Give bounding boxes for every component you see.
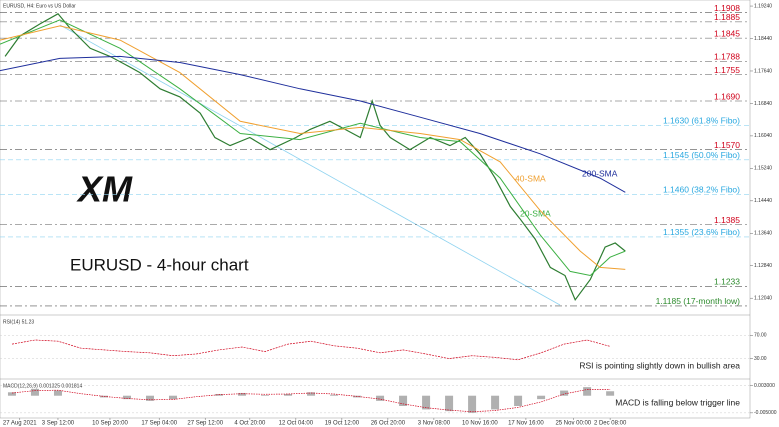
x-tick-label: 27 Aug 2021 xyxy=(3,421,37,427)
y-tick-label: -0.005000 xyxy=(754,410,777,416)
histogram-bar xyxy=(238,392,247,396)
histogram-bar xyxy=(422,395,431,410)
histogram-bar xyxy=(514,395,523,406)
y-tick-label: 1.14440 xyxy=(754,198,772,204)
series-line xyxy=(4,13,626,302)
series-line xyxy=(11,339,611,361)
series-label: 20-SMA xyxy=(520,208,551,218)
histogram-bar xyxy=(122,395,131,400)
x-tick-label: 19 Oct 12:00 xyxy=(325,421,360,427)
level-label: 1.1845 xyxy=(714,28,740,38)
series-line xyxy=(11,389,611,413)
rsi-annotation: RSI is pointing slightly down in bullish… xyxy=(579,360,740,370)
histogram-bar xyxy=(399,395,408,406)
y-tick-label: 1.16840 xyxy=(754,101,772,107)
histogram-bar xyxy=(468,395,477,413)
level-label: 1.1545 (50.0% Fibo) xyxy=(663,150,740,160)
level-label: 1.1233 xyxy=(714,277,740,287)
level-label: 1.1690 xyxy=(714,91,740,101)
level-label: 1.1185 (17-month low) xyxy=(656,296,741,306)
x-tick-label: 12 Oct 04:00 xyxy=(279,421,314,427)
histogram-bar xyxy=(330,394,339,396)
y-tick-label: 0.003000 xyxy=(754,383,775,389)
histogram-bar xyxy=(491,395,500,410)
histogram-bar xyxy=(284,394,293,396)
level-label: 1.1630 (61.8% Fibo) xyxy=(663,116,740,126)
histogram-bar xyxy=(7,392,16,396)
y-tick-label: 1.12040 xyxy=(754,296,772,302)
y-tick-label: 1.17640 xyxy=(754,68,772,74)
histogram-bar xyxy=(583,387,592,396)
histogram-bar xyxy=(169,395,178,400)
chart-subtitle: EURUSD - 4-hour chart xyxy=(70,255,249,274)
macd-title: MACD(12,26,9) 0.001325 0.001814 xyxy=(3,383,82,389)
x-tick-label: 25 Nov 00:00 xyxy=(555,421,591,427)
trend-line xyxy=(59,24,561,306)
x-tick-label: 4 Oct 20:00 xyxy=(234,421,266,427)
histogram-bar xyxy=(261,395,270,396)
y-tick-label: 1.13640 xyxy=(754,231,772,237)
histogram-bar xyxy=(445,395,454,412)
x-tick-label: 3 Nov 08:00 xyxy=(418,421,451,427)
histogram-bar xyxy=(376,395,385,401)
macd-annotation: MACD is falling below trigger line xyxy=(615,397,740,407)
x-tick-label: 2 Dec 08:00 xyxy=(594,421,627,427)
histogram-bar xyxy=(30,388,39,396)
chart-title: EURUSD, H4: Euro vs US Dollar xyxy=(3,3,76,9)
histogram-bar xyxy=(560,390,569,396)
series-label: 200-SMA xyxy=(582,168,618,178)
level-label: 1.1460 (38.2% Fibo) xyxy=(663,185,740,195)
series-label: 40-SMA xyxy=(515,173,546,183)
histogram-bar xyxy=(537,395,546,400)
x-tick-label: 10 Sep 20:00 xyxy=(92,421,128,427)
series-line xyxy=(0,25,626,270)
histogram-bar xyxy=(146,395,154,401)
plot-frame xyxy=(0,0,751,419)
histogram-bar xyxy=(307,392,316,396)
x-tick-label: 26 Oct 20:00 xyxy=(371,421,406,427)
x-tick-label: 17 Sep 04:00 xyxy=(141,421,177,427)
series-line xyxy=(0,19,626,277)
y-tick-label: 1.15240 xyxy=(754,166,772,172)
level-label: 1.1755 xyxy=(714,65,740,75)
histogram-bar xyxy=(53,390,62,396)
level-label: 1.1570 xyxy=(714,140,740,150)
series-line xyxy=(0,55,626,193)
x-tick-label: 17 Nov 16:00 xyxy=(508,421,544,427)
y-tick-label: 30.00 xyxy=(754,356,767,362)
level-label: 1.1385 xyxy=(714,215,740,225)
level-label: 1.1908 xyxy=(714,3,740,13)
x-tick-label: 10 Nov 16:00 xyxy=(462,421,498,427)
level-label: 1.1788 xyxy=(714,51,740,61)
level-label: 1.1355 (23.6% Fibo) xyxy=(663,227,740,237)
y-tick-label: 1.18440 xyxy=(754,36,772,42)
logo: XM xyxy=(76,169,133,210)
rsi-title: RSI(14) 51.23 xyxy=(3,319,34,325)
x-tick-label: 27 Sep 12:00 xyxy=(187,421,223,427)
y-tick-label: 1.16040 xyxy=(754,133,772,139)
level-label: 1.1885 xyxy=(714,12,740,22)
histogram-bar xyxy=(606,391,615,396)
y-tick-label: 1.12840 xyxy=(754,263,772,269)
x-tick-label: 3 Sep 12:00 xyxy=(42,421,75,427)
y-tick-label: 70.00 xyxy=(754,333,767,339)
y-tick-label: 1.19240 xyxy=(754,3,772,9)
